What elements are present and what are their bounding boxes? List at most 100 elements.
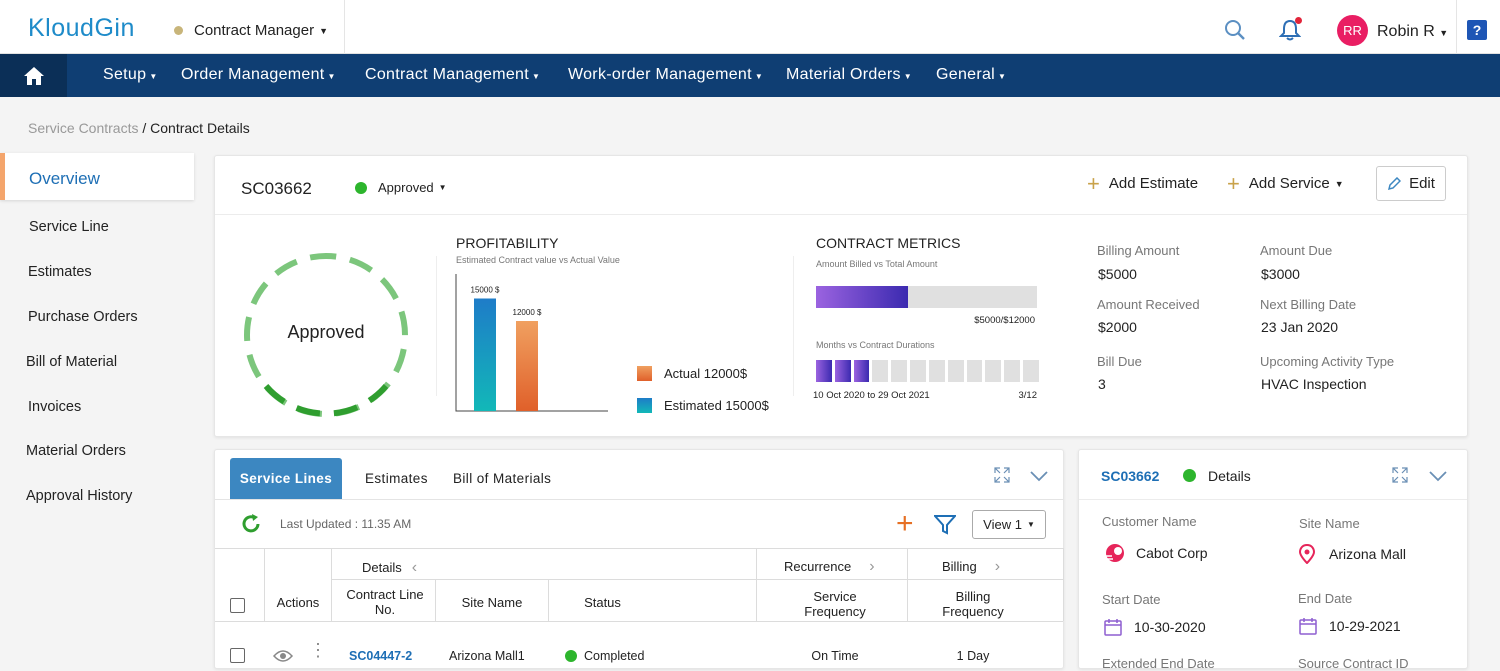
col-service-frequency[interactable]: Service Frequency [804,589,866,619]
expand-icon[interactable] [994,467,1010,483]
view-select[interactable]: View 1 ▼ [972,510,1046,539]
avatar[interactable]: RR [1337,15,1368,46]
table-border [907,548,908,621]
plus-icon: + [1087,170,1100,196]
expand-icon[interactable] [1392,467,1408,483]
legend-actual: Actual 12000$ [637,366,747,381]
site-label: Site Name [1299,516,1360,531]
more-vertical-icon[interactable]: ⋮ [309,640,327,660]
sidebar-item-overview[interactable]: Overview [29,169,100,188]
tab-service-lines[interactable]: Service Lines [230,458,342,499]
filter-icon[interactable] [934,515,956,535]
month-segment-remaining [1004,360,1021,382]
caret-down-icon: ▼ [1026,520,1035,529]
divider [1456,0,1457,54]
billing-amount-label: Billing Amount [1097,243,1180,258]
divider [793,256,794,396]
col-site-name[interactable]: Site Name [461,595,523,610]
bill-due-value: 3 [1098,376,1106,392]
col-billing-frequency[interactable]: Billing Frequency [942,589,1004,619]
select-all-checkbox[interactable] [230,598,245,613]
month-segment-complete [853,360,870,382]
end-date: 10-29-2021 [1329,618,1401,634]
tab-estimates[interactable]: Estimates [365,471,428,486]
metrics-months-subtitle: Months vs Contract Durations [816,340,935,350]
table-border [215,621,1063,622]
details-panel: SC03662 Details Customer Name Cabot Corp… [1078,449,1468,671]
edit-button[interactable]: Edit [1376,166,1446,201]
nav-material-orders[interactable]: Material Orders ▼ [786,66,912,84]
billing-amount-value: $5000 [1098,266,1137,282]
row-line-no-link[interactable]: SC04447-2 [349,649,413,663]
col-line-no[interactable]: Contract Line No. [346,587,424,617]
months-label: 3/12 [1018,390,1038,401]
nav-general[interactable]: General ▼ [936,66,1006,84]
nav-label: Work-order Management [568,66,752,83]
nav-order-management[interactable]: Order Management ▼ [181,66,336,84]
month-segment-remaining [928,360,945,382]
bell-icon[interactable] [1278,18,1302,47]
chevron-left-icon[interactable]: ‹ [411,559,418,576]
chevron-down-icon[interactable] [1429,470,1447,482]
sidebar-item-service-line[interactable]: Service Line [29,219,109,235]
sidebar-item-material-orders[interactable]: Material Orders [26,443,126,459]
nav-contract-management[interactable]: Contract Management ▼ [365,66,540,84]
billed-progress-fill [816,286,909,308]
bar-estimated [474,298,496,411]
refresh-icon[interactable] [240,513,262,535]
calendar-icon [1104,619,1122,636]
context-selector[interactable]: Contract Manager ▼ [174,22,328,39]
nav-setup[interactable]: Setup ▼ [103,66,158,84]
month-segment-remaining [1023,360,1039,382]
col-status[interactable]: Status [584,595,621,610]
top-bar: KloudGin Contract Manager ▼ RR Robin R ▼… [0,0,1500,54]
sidebar-item-approval-history[interactable]: Approval History [26,488,133,504]
table-border [756,548,757,621]
chevron-right-icon[interactable]: › [994,558,1001,575]
month-segment-remaining [910,360,926,382]
nav-label: Order Management [181,66,325,83]
group-recurrence: Recurrence › [784,558,875,576]
add-estimate-button[interactable]: + Add Estimate [1087,170,1198,196]
caret-down-icon: ▼ [903,72,912,81]
sidebar-item-purchase-orders[interactable]: Purchase Orders [28,309,138,325]
breadcrumb-separator: / [138,120,151,136]
caret-down-icon: ▼ [1334,178,1344,189]
details-contract-id[interactable]: SC03662 [1101,468,1160,484]
user-menu[interactable]: Robin R ▼ [1377,23,1448,41]
row-checkbox[interactable] [230,648,245,663]
help-icon[interactable]: ? [1467,20,1487,40]
nav-work-order-management[interactable]: Work-order Management ▼ [568,66,763,84]
approval-ring [244,253,408,417]
add-icon[interactable]: + [896,507,914,540]
caret-down-icon: ▼ [149,72,158,81]
caret-down-icon: ▼ [438,183,447,192]
sidebar-item-bill-of-material[interactable]: Bill of Material [26,354,118,370]
month-segment-remaining [891,360,908,382]
amount-due-label: Amount Due [1260,243,1333,258]
caret-down-icon: ▼ [754,72,764,81]
last-updated: Last Updated : 11.35 AM [280,517,412,531]
bill-due-label: Bill Due [1097,354,1142,369]
chevron-down-icon[interactable] [1030,470,1048,482]
chevron-right-icon[interactable]: › [869,558,875,575]
caret-down-icon: ▼ [319,25,328,36]
sidebar-item-estimates[interactable]: Estimates [28,264,92,280]
group-billing-label: Billing [942,559,977,574]
nav-label: Material Orders [786,66,901,83]
app-logo[interactable]: KloudGin [28,14,135,42]
ring-label: Approved [287,322,365,342]
status-dropdown[interactable]: Approved ▼ [355,180,447,195]
sidebar-item-invoices[interactable]: Invoices [28,399,82,415]
tab-bill-of-materials[interactable]: Bill of Materials [453,471,552,486]
eye-icon[interactable] [273,649,293,663]
group-details: Details ‹ [362,559,417,577]
add-service-button[interactable]: + Add Service ▼ [1227,172,1344,194]
breadcrumb-parent[interactable]: Service Contracts [28,120,139,136]
source-contract-label: Source Contract ID [1298,656,1409,671]
service-lines-panel: Service Lines Estimates Bill of Material… [214,449,1064,669]
home-button[interactable] [0,54,67,97]
home-icon [23,66,44,85]
search-icon[interactable] [1224,19,1246,46]
legend-estimated: Estimated 15000$ [637,398,769,413]
